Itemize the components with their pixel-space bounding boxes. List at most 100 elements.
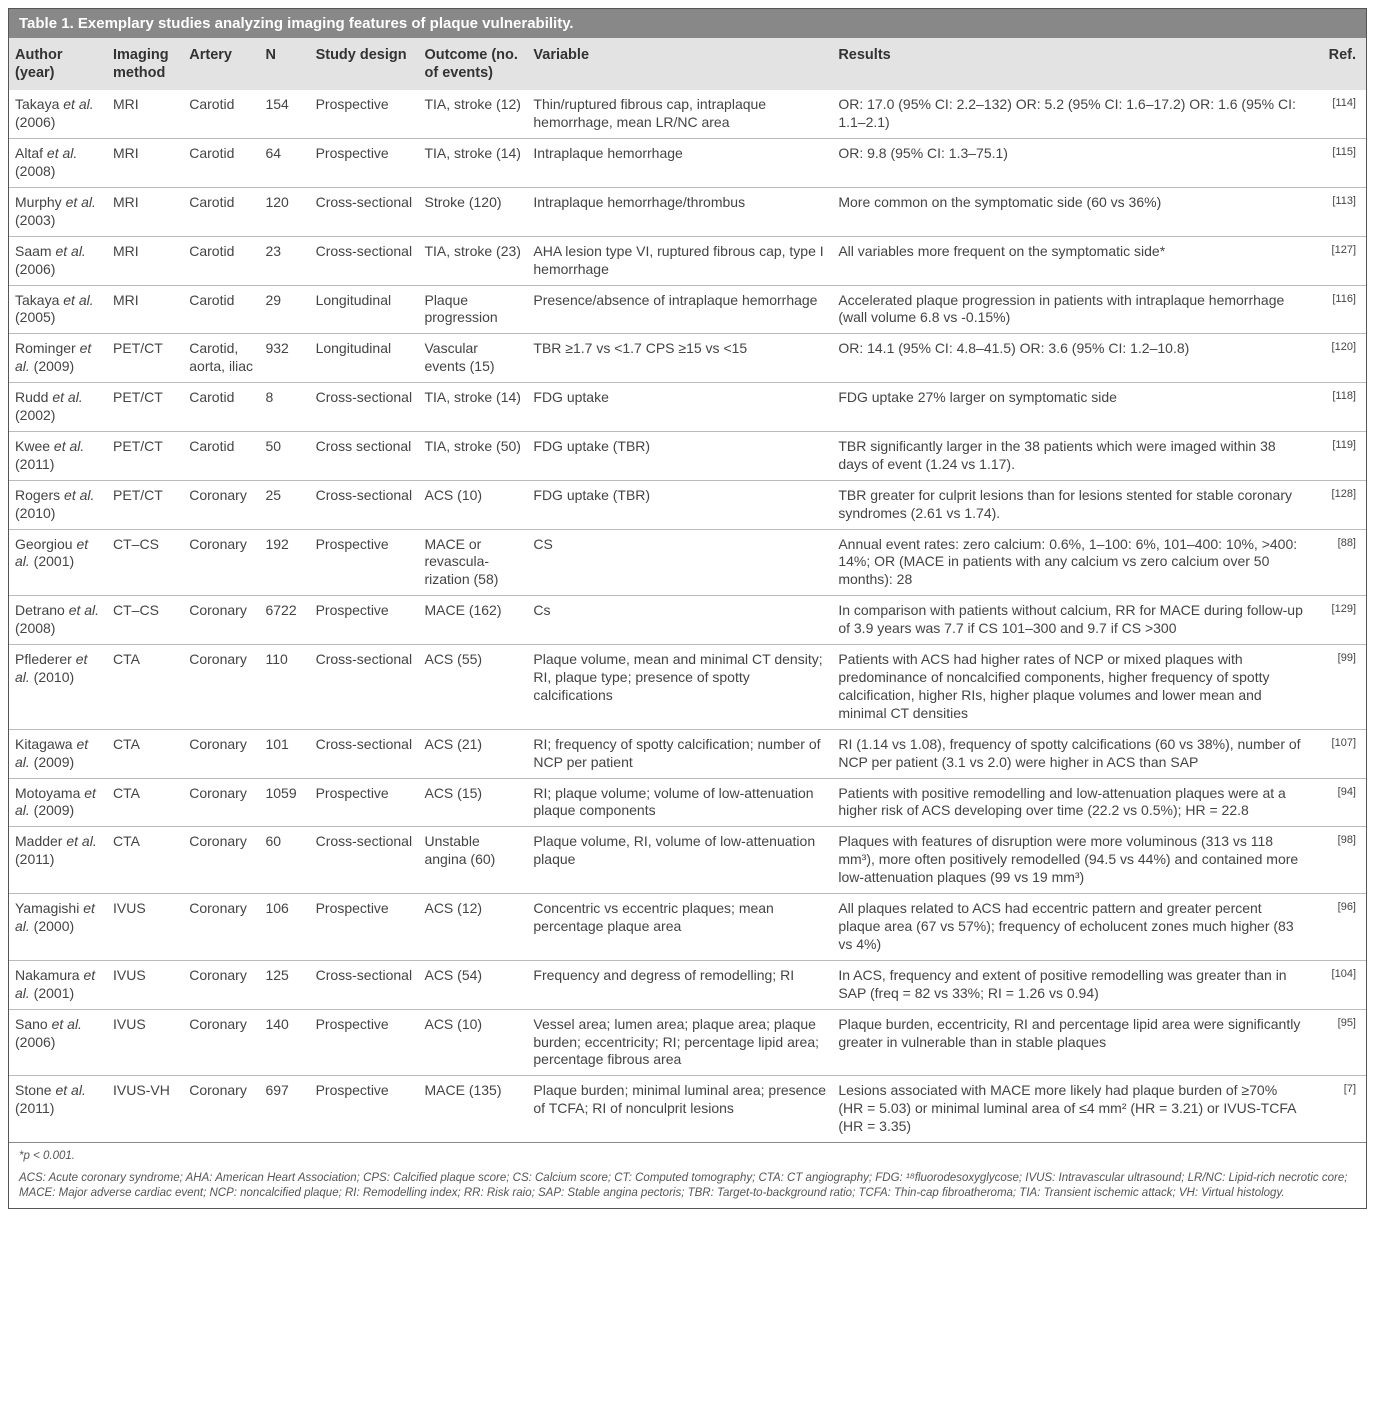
cell-n: 154	[259, 90, 309, 138]
cell-results: Annual event rates: zero calcium: 0.6%, …	[832, 529, 1311, 596]
cell-outcome: Vascular events (15)	[418, 334, 527, 383]
cell-ref: [115]	[1312, 139, 1366, 188]
col-design: Study design	[310, 38, 419, 90]
cell-results: OR: 17.0 (95% CI: 2.2–132) OR: 5.2 (95% …	[832, 90, 1311, 138]
table-row: Sano et al. (2006)IVUSCoronary140Prospec…	[9, 1009, 1366, 1076]
cell-outcome: TIA, stroke (12)	[418, 90, 527, 138]
cell-n: 23	[259, 236, 309, 285]
cell-artery: Coronary	[183, 960, 259, 1009]
cell-imaging: PET/CT	[107, 480, 183, 529]
cell-outcome: MACE (162)	[418, 596, 527, 645]
cell-imaging: PET/CT	[107, 334, 183, 383]
col-results: Results	[832, 38, 1311, 90]
cell-ref: [114]	[1312, 90, 1366, 138]
cell-artery: Carotid	[183, 236, 259, 285]
cell-variable: RI; plaque volume; volume of low-attenua…	[527, 778, 832, 827]
col-ref: Ref.	[1312, 38, 1366, 90]
table-body: Takaya et al. (2006)MRICarotid154Prospec…	[9, 90, 1366, 1142]
cell-n: 50	[259, 431, 309, 480]
cell-outcome: ACS (21)	[418, 729, 527, 778]
cell-results: OR: 14.1 (95% CI: 4.8–41.5) OR: 3.6 (95%…	[832, 334, 1311, 383]
cell-n: 25	[259, 480, 309, 529]
cell-imaging: CTA	[107, 729, 183, 778]
cell-imaging: PET/CT	[107, 383, 183, 432]
cell-ref: [127]	[1312, 236, 1366, 285]
cell-artery: Carotid	[183, 383, 259, 432]
cell-author: Pflederer et al. (2010)	[9, 645, 107, 730]
cell-n: 64	[259, 139, 309, 188]
cell-n: 6722	[259, 596, 309, 645]
cell-artery: Carotid	[183, 139, 259, 188]
cell-design: Prospective	[310, 90, 419, 138]
cell-variable: Intraplaque hemorrhage/thrombus	[527, 187, 832, 236]
cell-author: Motoyama et al. (2009)	[9, 778, 107, 827]
table-row: Takaya et al. (2005)MRICarotid29Longitud…	[9, 285, 1366, 334]
table-title: Table 1. Exemplary studies analyzing ima…	[9, 9, 1366, 38]
cell-variable: FDG uptake	[527, 383, 832, 432]
cell-ref: [116]	[1312, 285, 1366, 334]
cell-imaging: MRI	[107, 285, 183, 334]
cell-imaging: CT–CS	[107, 596, 183, 645]
cell-variable: Plaque volume, RI, volume of low-attenua…	[527, 827, 832, 894]
table-row: Altaf et al. (2008)MRICarotid64Prospecti…	[9, 139, 1366, 188]
table-row: Takaya et al. (2006)MRICarotid154Prospec…	[9, 90, 1366, 138]
cell-variable: Plaque burden; minimal luminal area; pre…	[527, 1076, 832, 1143]
cell-author: Yamagishi et al. (2000)	[9, 894, 107, 961]
cell-results: Plaque burden, eccentricity, RI and perc…	[832, 1009, 1311, 1076]
cell-results: Patients with ACS had higher rates of NC…	[832, 645, 1311, 730]
cell-n: 120	[259, 187, 309, 236]
cell-author: Murphy et al. (2003)	[9, 187, 107, 236]
cell-n: 697	[259, 1076, 309, 1143]
cell-outcome: TIA, stroke (14)	[418, 139, 527, 188]
cell-artery: Coronary	[183, 529, 259, 596]
cell-variable: Thin/ruptured fibrous cap, intraplaque h…	[527, 90, 832, 138]
cell-design: Cross-sectional	[310, 645, 419, 730]
cell-author: Altaf et al. (2008)	[9, 139, 107, 188]
cell-design: Prospective	[310, 139, 419, 188]
cell-design: Cross-sectional	[310, 960, 419, 1009]
cell-design: Cross-sectional	[310, 480, 419, 529]
cell-imaging: CTA	[107, 645, 183, 730]
cell-design: Cross-sectional	[310, 729, 419, 778]
cell-outcome: MACE (135)	[418, 1076, 527, 1143]
cell-outcome: TIA, stroke (14)	[418, 383, 527, 432]
cell-ref: [118]	[1312, 383, 1366, 432]
cell-ref: [129]	[1312, 596, 1366, 645]
header-row: Author (year) Imaging method Artery N St…	[9, 38, 1366, 90]
studies-table: Author (year) Imaging method Artery N St…	[9, 38, 1366, 1208]
cell-artery: Coronary	[183, 1009, 259, 1076]
cell-n: 60	[259, 827, 309, 894]
cell-variable: Plaque volume, mean and minimal CT densi…	[527, 645, 832, 730]
col-artery: Artery	[183, 38, 259, 90]
cell-artery: Coronary	[183, 778, 259, 827]
table-row: Stone et al. (2011)IVUS-VHCoronary697Pro…	[9, 1076, 1366, 1143]
table-row: Pflederer et al. (2010)CTACoronary110Cro…	[9, 645, 1366, 730]
cell-design: Longitudinal	[310, 285, 419, 334]
cell-ref: [88]	[1312, 529, 1366, 596]
cell-artery: Coronary	[183, 596, 259, 645]
cell-design: Longitudinal	[310, 334, 419, 383]
cell-ref: [107]	[1312, 729, 1366, 778]
footnote-abbr: ACS: Acute coronary syndrome; AHA: Ameri…	[9, 1171, 1366, 1208]
cell-imaging: MRI	[107, 139, 183, 188]
cell-author: Madder et al. (2011)	[9, 827, 107, 894]
cell-ref: [119]	[1312, 431, 1366, 480]
cell-author: Rudd et al. (2002)	[9, 383, 107, 432]
cell-outcome: Stroke (120)	[418, 187, 527, 236]
cell-outcome: ACS (12)	[418, 894, 527, 961]
cell-outcome: ACS (54)	[418, 960, 527, 1009]
cell-imaging: MRI	[107, 187, 183, 236]
cell-imaging: MRI	[107, 90, 183, 138]
cell-design: Cross-sectional	[310, 827, 419, 894]
cell-results: In comparison with patients without calc…	[832, 596, 1311, 645]
table-row: Rominger et al. (2009)PET/CTCarotid, aor…	[9, 334, 1366, 383]
cell-outcome: Unstable angina (60)	[418, 827, 527, 894]
cell-variable: Cs	[527, 596, 832, 645]
table-row: Rudd et al. (2002)PET/CTCarotid8Cross-se…	[9, 383, 1366, 432]
cell-artery: Coronary	[183, 1076, 259, 1143]
cell-outcome: ACS (55)	[418, 645, 527, 730]
cell-results: TBR greater for culprit lesions than for…	[832, 480, 1311, 529]
cell-design: Prospective	[310, 596, 419, 645]
cell-results: In ACS, frequency and extent of positive…	[832, 960, 1311, 1009]
cell-author: Nakamura et al. (2001)	[9, 960, 107, 1009]
